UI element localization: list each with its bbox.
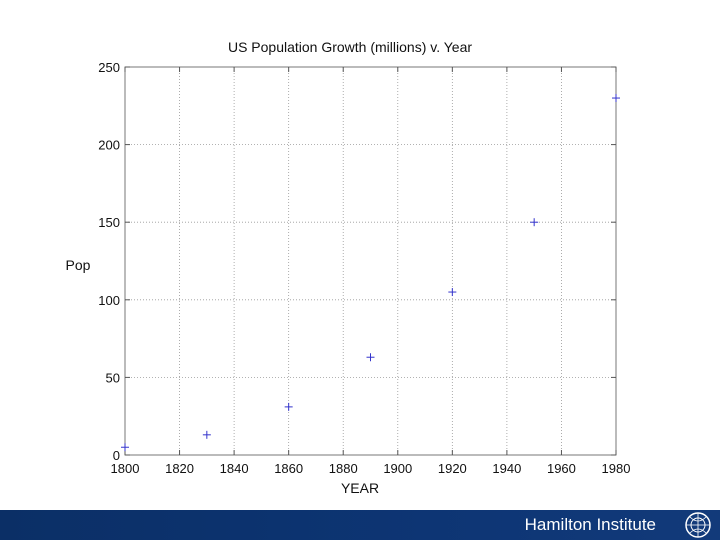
x-tick-label: 1960: [547, 461, 576, 476]
chart-title: US Population Growth (millions) v. Year: [228, 39, 472, 55]
footer-bar: Hamilton Institute: [0, 510, 720, 540]
grid-lines: [125, 67, 616, 455]
plot-area-frame: [124, 66, 617, 456]
y-tick-label: 250: [98, 60, 120, 75]
x-tick-label: 1980: [602, 461, 631, 476]
y-tick-label: 200: [98, 138, 120, 153]
data-point: [612, 94, 620, 103]
axis-ticks: 1800 1820 1840 1860 1880 1900 1920 1940 1960 1980…: [98, 60, 630, 476]
scatter-chart: US Population Growth (millions) v. Year …: [66, 39, 631, 496]
x-tick-label: 1940: [492, 461, 521, 476]
y-tick-label: 150: [98, 215, 120, 230]
x-tick-label: 1840: [220, 461, 249, 476]
x-tick-label: 1860: [274, 461, 303, 476]
y-axis-label: Pop: [66, 257, 91, 273]
x-tick-label: 1820: [165, 461, 194, 476]
x-tick-label: 1800: [111, 461, 140, 476]
data-point: [121, 443, 129, 452]
data-point: [530, 218, 539, 227]
y-tick-label: 50: [106, 370, 120, 385]
data-point: [366, 353, 375, 362]
institute-name: Hamilton Institute: [524, 515, 656, 534]
x-axis-label: YEAR: [341, 480, 379, 496]
data-points: [121, 94, 620, 452]
data-point: [284, 402, 293, 411]
x-tick-label: 1880: [329, 461, 358, 476]
x-tick-label: 1920: [438, 461, 467, 476]
y-tick-label: 100: [98, 293, 120, 308]
y-tick-label: 0: [113, 448, 120, 463]
x-tick-label: 1900: [383, 461, 412, 476]
data-point: [448, 288, 457, 297]
data-point: [202, 430, 211, 439]
hamilton-seal-icon: [685, 512, 711, 538]
